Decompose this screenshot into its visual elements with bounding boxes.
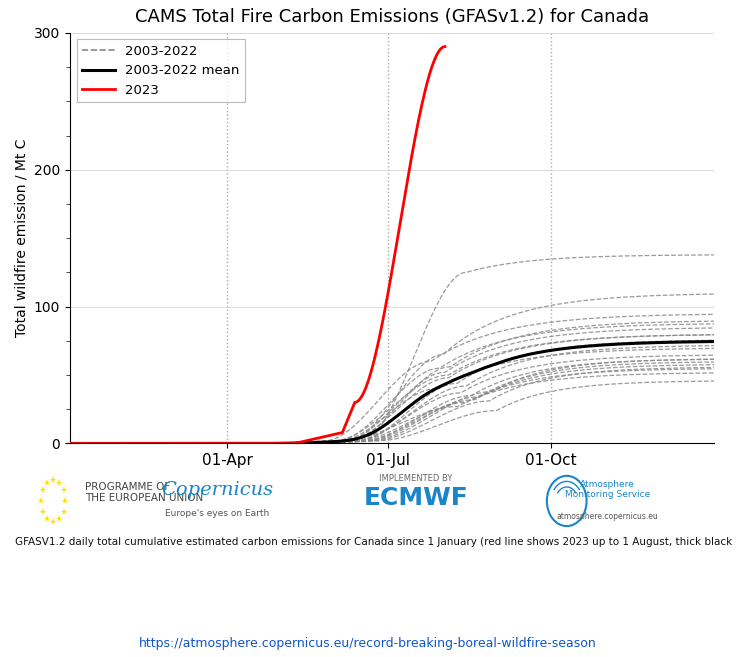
Text: GFASV1.2 daily total cumulative estimated carbon emissions for Canada since 1 Ja: GFASV1.2 daily total cumulative estimate…: [15, 537, 736, 547]
Text: Europe's eyes on Earth: Europe's eyes on Earth: [165, 509, 269, 518]
Text: Copernicus: Copernicus: [161, 481, 273, 499]
Y-axis label: Total wildfire emission / Mt C: Total wildfire emission / Mt C: [14, 139, 28, 338]
Text: PROGRAMME OF
THE EUROPEAN UNION: PROGRAMME OF THE EUROPEAN UNION: [85, 482, 203, 503]
Text: ECMWF: ECMWF: [364, 486, 468, 510]
Text: IMPLEMENTED BY: IMPLEMENTED BY: [379, 474, 453, 484]
Legend: 2003-2022, 2003-2022 mean, 2023: 2003-2022, 2003-2022 mean, 2023: [77, 39, 245, 102]
Title: CAMS Total Fire Carbon Emissions (GFASv1.2) for Canada: CAMS Total Fire Carbon Emissions (GFASv1…: [135, 8, 649, 26]
Text: https://atmosphere.copernicus.eu/record-breaking-boreal-wildfire-season: https://atmosphere.copernicus.eu/record-…: [139, 637, 597, 650]
Text: atmosphere.copernicus.eu: atmosphere.copernicus.eu: [556, 512, 658, 522]
Text: Atmosphere
Monitoring Service: Atmosphere Monitoring Service: [565, 480, 650, 499]
